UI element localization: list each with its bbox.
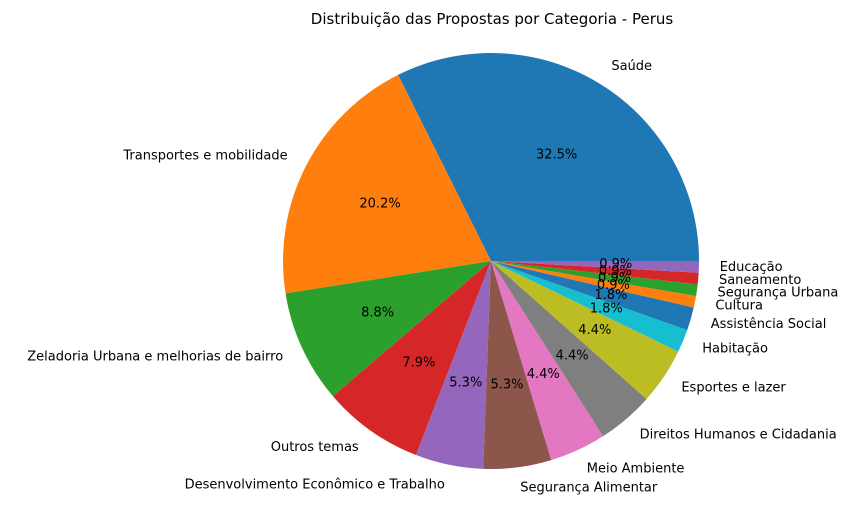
pie-slice-outros-temas — [332, 261, 491, 455]
slice-label-direitos-humanos-e-cidadania: Direitos Humanos e Cidadania — [640, 427, 837, 442]
slice-label-seguranca-urbana: Segurança Urbana — [718, 286, 839, 301]
slice-percent-seguranca-urbana: 0.9% — [598, 271, 631, 286]
slice-percent-desenvolvimento-economico-e-trabalho: 5.3% — [449, 376, 482, 391]
slice-label-educacao: Educação — [720, 260, 783, 275]
pie-slice-meio-ambiente — [491, 261, 604, 461]
pie-slice-seguranca-urbana — [491, 261, 698, 296]
slice-percent-saneamento: 0.9% — [599, 264, 632, 279]
pie-slice-habitacao — [491, 261, 688, 352]
slice-label-esportes-e-lazer: Esportes e lazer — [681, 380, 786, 395]
slice-label-cultura: Cultura — [715, 298, 763, 313]
slice-percent-meio-ambiente: 4.4% — [527, 367, 560, 382]
pie-slice-transportes-e-mobilidade — [283, 74, 491, 294]
pie-slice-direitos-humanos-e-cidadania — [491, 261, 647, 437]
slice-label-assistencia-social: Assistência Social — [711, 317, 827, 332]
pie-labels: Saúde 32.5% Transportes e mobilidade 20.2% Z… — [27, 59, 838, 496]
slice-percent-cultura: 0.9% — [597, 278, 630, 293]
slice-percent-zeladoria-urbana-e-melhorias-de-bairro: 8.8% — [361, 306, 394, 321]
pie-slice-esportes-e-lazer — [491, 261, 679, 400]
pie-slice-seguranca-alimentar — [483, 261, 552, 469]
slice-label-meio-ambiente: Meio Ambiente — [587, 461, 685, 476]
slice-label-transportes-e-mobilidade: Transportes e mobilidade — [122, 149, 287, 164]
slice-percent-saude: 32.5% — [536, 147, 577, 162]
pie-slice-saneamento — [491, 261, 699, 285]
slice-label-desenvolvimento-economico-e-trabalho: Desenvolvimento Econômico e Trabalho — [185, 478, 445, 493]
slice-label-saneamento: Saneamento — [719, 273, 801, 288]
pie-slice-cultura — [491, 261, 697, 308]
slice-percent-habitacao: 1.8% — [590, 301, 623, 316]
slice-label-habitacao: Habitação — [702, 341, 768, 356]
slice-percent-transportes-e-mobilidade: 20.2% — [359, 196, 400, 211]
slice-percent-seguranca-alimentar: 5.3% — [490, 377, 523, 392]
pie-slices — [283, 53, 699, 469]
slice-label-seguranca-alimentar: Segurança Alimentar — [520, 480, 658, 495]
slice-label-saude: Saúde — [611, 59, 652, 74]
slice-percent-educacao: 0.9% — [599, 257, 632, 272]
pie-slice-zeladoria-urbana-e-melhorias-de-bairro — [285, 261, 491, 397]
slice-percent-assistencia-social: 1.8% — [594, 288, 627, 303]
pie-slice-saude — [398, 53, 699, 262]
slice-percent-direitos-humanos-e-cidadania: 4.4% — [556, 348, 589, 363]
slice-percent-esportes-e-lazer: 4.4% — [578, 323, 611, 338]
chart-title: Distribuição das Propostas por Categoria… — [311, 10, 674, 28]
slice-percent-outros-temas: 7.9% — [402, 355, 435, 370]
pie-slice-educacao — [491, 261, 699, 273]
pie-slice-assistencia-social — [491, 261, 694, 330]
pie-slice-desenvolvimento-economico-e-trabalho — [415, 261, 491, 469]
slice-label-zeladoria-urbana-e-melhorias-de-bairro: Zeladoria Urbana e melhorias de bairro — [27, 349, 283, 364]
slice-label-outros-temas: Outros temas — [271, 440, 359, 455]
